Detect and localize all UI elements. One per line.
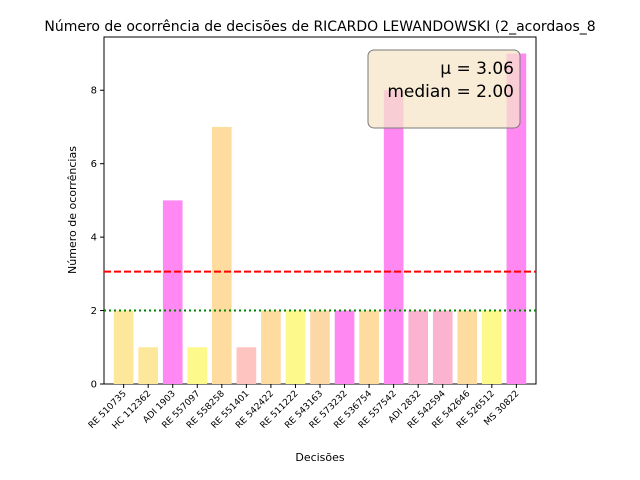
bar-re-557097: [187, 347, 208, 384]
chart-title: Número de ocorrência de decisões de RICA…: [44, 19, 595, 35]
bar-re-557542: [383, 90, 404, 385]
bar-re-558258: [212, 126, 232, 385]
bar-re-542594: [432, 310, 453, 384]
y-tick-label: 6: [91, 159, 97, 170]
bar-re-511222: [285, 310, 306, 384]
bars: [113, 53, 527, 385]
y-axis-label: Número de ocorrências: [66, 146, 79, 274]
y-tick-label: 2: [91, 306, 97, 317]
bar-re-551401: [236, 347, 257, 384]
bar-re-536754: [359, 310, 379, 384]
median-stat-label: median = 2.00: [387, 82, 514, 102]
y-tick-label: 8: [91, 86, 97, 97]
stats-box-background: [367, 49, 521, 129]
y-tick-label: 0: [91, 380, 97, 391]
bar-re-542422: [261, 310, 281, 384]
mean-stat-label: μ = 3.06: [440, 59, 514, 79]
bar-re-510735: [113, 310, 134, 384]
bar-hc-112362: [138, 347, 158, 384]
bar-re-526512: [482, 310, 502, 384]
bar-adi-2832: [408, 310, 428, 384]
bar-re-542646: [457, 310, 478, 384]
title-group: Número de ocorrência de decisões de RICA…: [44, 19, 595, 35]
bar-re-573232: [334, 310, 355, 384]
bar-ms-30822: [506, 53, 527, 385]
x-axis-label: Decisões: [295, 451, 345, 464]
bar-re-543163: [310, 310, 330, 384]
bar-adi-1903: [162, 200, 183, 384]
y-tick-label: 4: [91, 233, 97, 244]
y-axis-ticks: 0 2 4 6 8: [91, 86, 104, 391]
stats-box: μ = 3.06 median = 2.00: [367, 49, 521, 129]
